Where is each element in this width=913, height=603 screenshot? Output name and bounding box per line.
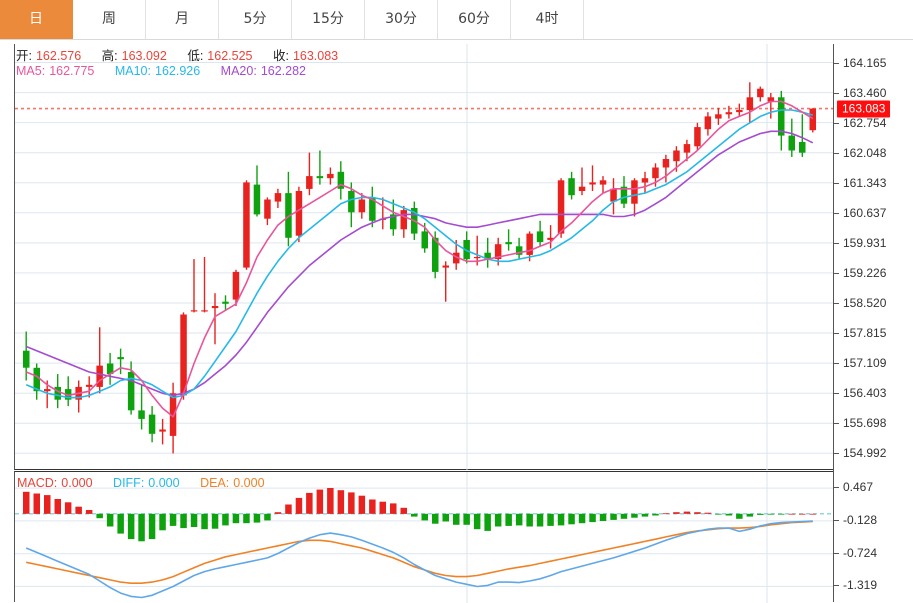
close-value: 163.083	[292, 49, 339, 63]
price-tick-label: 163.460	[843, 85, 887, 100]
dea-label: DEA:	[200, 476, 230, 490]
tab-7[interactable]: 4时	[511, 0, 584, 39]
price-tick	[833, 453, 839, 455]
price-tick	[833, 393, 839, 395]
macd-label: MACD:	[17, 476, 58, 490]
price-tick	[833, 122, 839, 124]
timeframe-tabbar: 日周月 5分 15分 30分 60分 4时	[0, 0, 913, 40]
price-axis: 164.165 163.460 162.754 162.048 161.343 160.6…	[833, 44, 913, 602]
price-tick-label: 155.698	[843, 416, 887, 431]
price-tick	[833, 242, 839, 244]
price-tick-label: 160.637	[843, 205, 887, 220]
ma10-value: 162.926	[155, 64, 201, 78]
price-tick-label: 157.815	[843, 326, 887, 341]
candlestick-canvas	[15, 44, 834, 470]
macd-value: 0.000	[61, 476, 93, 490]
open-value: 162.576	[35, 49, 82, 63]
tabbar-filler	[584, 0, 913, 39]
macd-tick	[833, 487, 839, 489]
macd-tick	[833, 519, 839, 521]
current-price-badge: 163.083	[837, 100, 891, 118]
price-tick-label: 159.226	[843, 265, 887, 280]
macd-tick	[833, 552, 839, 554]
ma20-value: 162.282	[260, 64, 306, 78]
ma5-label: MA5:	[16, 64, 46, 78]
ma10-label: MA10:	[114, 64, 151, 78]
price-tick	[833, 363, 839, 365]
macd-tick-label: -1.319	[843, 578, 878, 593]
macd-tick-label: 0.467	[843, 480, 874, 495]
price-tick-label: 154.992	[843, 446, 887, 461]
high-value: 163.092	[121, 49, 167, 63]
price-tick	[833, 182, 839, 184]
macd-tick	[833, 585, 839, 587]
price-tick	[833, 272, 839, 274]
price-chart-pane[interactable]	[14, 44, 834, 470]
diff-label: DIFF:	[113, 476, 145, 490]
price-tick	[833, 333, 839, 335]
macd-legend: MACD: 0.000 DIFF: 0.000 DEA: 0.000	[17, 476, 269, 490]
price-tick-label: 161.343	[843, 175, 887, 190]
diff-value: 0.000	[148, 476, 180, 490]
dea-value: 0.000	[233, 476, 265, 490]
ma20-label: MA20:	[220, 64, 257, 78]
price-tick-label: 157.109	[843, 356, 887, 371]
tab-2[interactable]: 月	[146, 0, 219, 39]
low-label: 低:	[187, 49, 204, 63]
macd-tick-label: -0.128	[843, 512, 878, 527]
price-tick-label: 156.403	[843, 386, 887, 401]
tab-1[interactable]: 周	[73, 0, 146, 39]
low-value: 162.525	[207, 49, 253, 63]
price-tick-label: 158.520	[843, 296, 887, 310]
macd-canvas	[15, 472, 834, 603]
close-label: 收:	[272, 49, 289, 63]
open-label: 开:	[16, 49, 32, 63]
price-tick-label: 159.931	[843, 235, 887, 250]
price-tick	[833, 423, 839, 425]
price-tick-label: 164.165	[843, 55, 887, 70]
price-tick	[833, 152, 839, 154]
price-tick	[833, 212, 839, 214]
high-label: 高:	[101, 49, 118, 63]
ma-line: MA5: 162.775 MA10: 162.926 MA20: 162.282	[16, 64, 310, 78]
price-tick-label: 162.754	[843, 115, 887, 130]
tab-6[interactable]: 60分	[438, 0, 511, 39]
price-tick	[833, 62, 839, 64]
tab-0[interactable]: 日	[0, 0, 73, 39]
tab-5[interactable]: 30分	[365, 0, 438, 39]
price-tick-label: 162.048	[843, 145, 887, 160]
price-tick	[833, 92, 839, 94]
price-tick	[833, 303, 839, 304]
tab-4[interactable]: 15分	[292, 0, 365, 39]
ohlc-line: 开: 162.576 高: 163.092 低: 162.525 收: 163.083	[16, 45, 342, 64]
macd-tick-label: -0.724	[843, 545, 878, 560]
macd-chart-pane[interactable]: MACD: 0.000 DIFF: 0.000 DEA: 0.000	[14, 471, 834, 603]
tab-3[interactable]: 5分	[219, 0, 292, 39]
quote-legend: 开: 162.576 高: 163.092 低: 162.525 收: 163.083 …	[0, 40, 913, 85]
axis-rule	[833, 44, 834, 602]
ma5-value: 162.775	[49, 64, 95, 78]
